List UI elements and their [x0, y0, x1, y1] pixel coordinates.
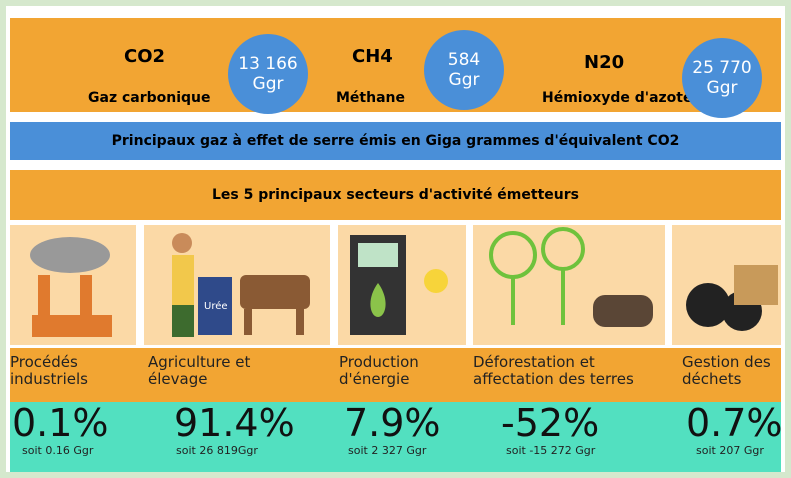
icon-tile	[10, 225, 136, 345]
sector-detail: soit 0.16 Ggr	[22, 444, 93, 457]
icon-tile: Urée	[144, 225, 330, 345]
gas-description: Gaz carbonique	[88, 90, 211, 106]
energy-icon	[338, 225, 466, 345]
sector-share: 0.1%	[12, 402, 109, 444]
sector-detail: soit -15 272 Ggr	[506, 444, 595, 457]
sector-name: Agriculture et	[148, 354, 250, 371]
sector-share: 91.4%	[174, 402, 295, 444]
sector-name: déchets	[682, 371, 741, 388]
icon-tile	[473, 225, 665, 345]
farm-icon: Urée	[144, 225, 330, 345]
gas-amount: 25 770	[682, 58, 762, 78]
sector-name: industriels	[10, 371, 88, 388]
sector-name: Production	[339, 354, 419, 371]
sector-name: affectation des terres	[473, 371, 634, 388]
gas-unit: Ggr	[424, 70, 504, 90]
sector-share: 7.9%	[344, 402, 441, 444]
forest-icon	[473, 225, 665, 345]
sector-name: Déforestation et	[473, 354, 595, 371]
sector-name: élevage	[148, 371, 207, 388]
sector-detail: soit 207 Ggr	[696, 444, 764, 457]
gas-name: CO2	[124, 46, 165, 67]
sectors-title: Les 5 principaux secteurs d'activité éme…	[10, 170, 781, 220]
sector-detail: soit 26 819Ggr	[176, 444, 258, 457]
icon-tile	[338, 225, 466, 345]
bag-label: Urée	[204, 300, 228, 312]
factory-icon	[10, 225, 136, 345]
banner: Principaux gaz à effet de serre émis en …	[10, 122, 781, 160]
gas-unit: Ggr	[682, 78, 762, 98]
gas-amount: 13 166	[228, 54, 308, 74]
gas-name: CH4	[352, 46, 393, 67]
sector-share: 0.7%	[686, 402, 783, 444]
sector-detail: soit 2 327 Ggr	[348, 444, 426, 457]
sector-share: -52%	[501, 402, 599, 444]
gas-description: Hémioxyde d'azote	[542, 90, 692, 106]
gas-unit: Ggr	[228, 74, 308, 94]
infographic: CO2 Gaz carbonique 13 166Ggr CH4 Méthane…	[0, 0, 791, 478]
sector-name: Procédés	[10, 354, 78, 371]
icon-tile	[672, 225, 781, 345]
sector-name: d'énergie	[339, 371, 409, 388]
gas-description: Méthane	[336, 90, 405, 106]
gas-amount: 584	[424, 50, 504, 70]
gas-name: N20	[584, 52, 624, 73]
sector-name: Gestion des	[682, 354, 771, 371]
waste-icon	[672, 225, 781, 345]
